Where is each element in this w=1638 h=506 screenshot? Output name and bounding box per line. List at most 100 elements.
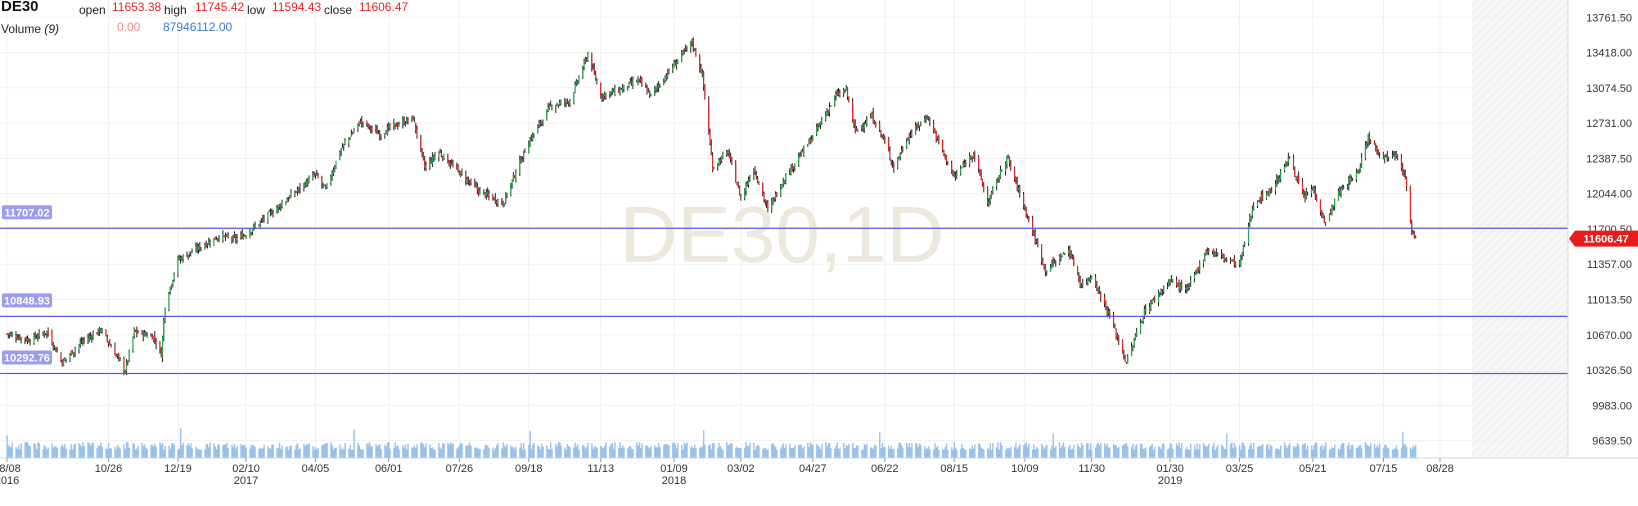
volume-bar (1025, 442, 1027, 458)
volume-bar (245, 448, 247, 458)
volume-bar (727, 445, 729, 458)
candle-body (389, 124, 391, 128)
volume-bar (897, 448, 899, 458)
volume-bar (244, 445, 246, 458)
volume-bar (380, 448, 382, 458)
volume-bar (107, 442, 110, 458)
volume-bar (1289, 443, 1291, 458)
volume-bar (226, 442, 228, 458)
candle-body (1323, 218, 1325, 222)
volume-bar (415, 448, 417, 458)
candle-body (1260, 194, 1262, 201)
candle-body (1283, 166, 1286, 171)
candle-body (538, 122, 540, 126)
candle-body (758, 181, 760, 185)
candle-body (972, 153, 975, 158)
volume-bar (403, 447, 405, 458)
horizontal-line-label: 10292.76 (4, 353, 50, 365)
candle-body (532, 133, 534, 141)
candle-body (1125, 362, 1128, 364)
time-tick-label: 11/30 (1078, 463, 1105, 475)
volume-bar (1367, 445, 1369, 458)
volume-bar (208, 447, 210, 458)
candle-body (1231, 260, 1233, 262)
candle-body (1112, 315, 1115, 327)
volume-bar (1015, 442, 1017, 458)
volume-bar (835, 445, 837, 458)
candle-body (871, 113, 873, 119)
candle-body (244, 235, 246, 237)
volume-bar (1312, 449, 1314, 458)
candle-body (1037, 241, 1039, 247)
candle-body (1350, 179, 1352, 181)
volume-bar (565, 449, 567, 458)
volume-bar (533, 442, 535, 458)
candle-body (1161, 290, 1163, 292)
candle-body (1022, 194, 1025, 207)
candle-body (1124, 355, 1126, 362)
volume-bar (1232, 448, 1234, 458)
candle-body (623, 84, 625, 89)
volume-bar (299, 448, 301, 458)
volume-bar (1253, 442, 1255, 458)
candle-body (917, 124, 919, 128)
candle-body (151, 335, 153, 340)
volume-bar (1369, 442, 1372, 458)
candle-body (528, 144, 530, 154)
candle-body (961, 167, 963, 169)
volume-bar (1280, 445, 1282, 458)
candle-body (1215, 252, 1217, 254)
volume-bar (251, 445, 254, 458)
candle-body (583, 61, 585, 68)
volume-bar (1226, 433, 1228, 458)
volume-series (6, 428, 1417, 458)
volume-bar (916, 443, 918, 458)
volume-bar (574, 442, 576, 458)
candle-body (1232, 259, 1234, 262)
candle-body (188, 251, 191, 256)
candle-body (566, 100, 568, 102)
candle-body (909, 134, 912, 136)
volume-bar (512, 446, 515, 458)
time-tick-label: 05/21 (1299, 463, 1327, 475)
candle-body (326, 183, 328, 188)
volume-bar (429, 444, 431, 458)
volume-bar (1107, 447, 1110, 458)
candle-body (979, 169, 981, 173)
volume-bar (1393, 449, 1395, 458)
volume-bar (1339, 449, 1341, 458)
price-axis[interactable]: 13761.5013418.0013074.5012731.0012387.50… (1586, 12, 1632, 447)
candle-body (424, 160, 426, 168)
candle-body (550, 104, 552, 106)
candle-body (263, 218, 265, 220)
volume-bar (918, 443, 921, 458)
candle-body (992, 188, 994, 193)
volume-bar (1166, 449, 1169, 458)
time-axis[interactable]: 08/08201610/2612/1902/10201704/0506/0107… (0, 458, 1454, 487)
volume-bar (29, 446, 31, 458)
volume-bar (42, 449, 44, 458)
volume-bar (926, 448, 929, 458)
time-tick-label: 08/15 (940, 463, 968, 475)
volume-bar (1170, 443, 1173, 458)
candle-body (434, 156, 436, 160)
volume-bar (1276, 448, 1278, 458)
volume-bar (394, 442, 396, 458)
candle-body (476, 186, 478, 191)
candle-body (195, 246, 197, 252)
volume-bar (294, 449, 296, 458)
volume-bar (281, 445, 283, 458)
volume-bar (10, 447, 12, 458)
volume-bar (659, 447, 661, 458)
candle-body (141, 331, 143, 334)
candle-body (492, 195, 494, 201)
candle-body (51, 333, 53, 345)
time-tick-label: 06/22 (871, 463, 899, 475)
volume-bar (695, 447, 697, 458)
candle-body (190, 251, 192, 253)
candle-body (1229, 259, 1232, 261)
volume-bar (720, 448, 723, 458)
volume-bar (843, 443, 845, 458)
volume-bar (1132, 443, 1134, 458)
